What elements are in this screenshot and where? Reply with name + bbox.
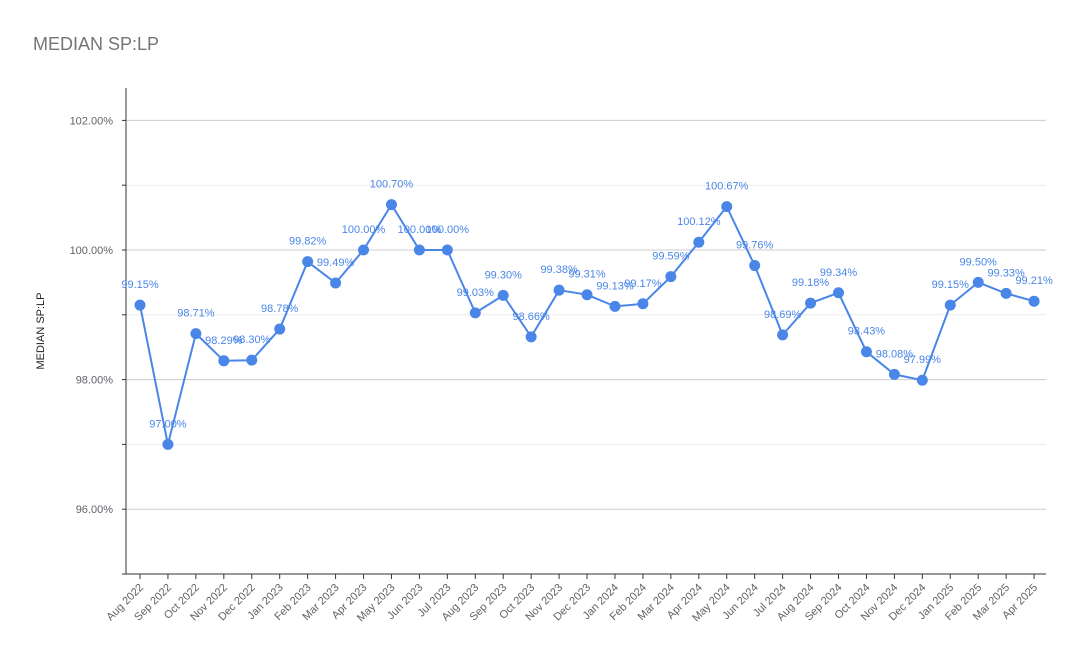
data-point[interactable] [637, 298, 649, 310]
axes: MEDIAN SP:LP [35, 88, 1046, 575]
data-label: 99.13% [596, 280, 634, 292]
data-label: 99.76% [736, 240, 774, 252]
data-label: 97.00% [149, 418, 187, 430]
data-point[interactable] [609, 300, 621, 312]
data-point[interactable] [441, 244, 453, 256]
data-point[interactable] [721, 201, 733, 213]
data-label: 99.31% [568, 269, 606, 281]
data-point[interactable] [246, 354, 258, 366]
data-label: 98.66% [513, 311, 551, 323]
data-point[interactable] [833, 287, 844, 299]
data-point[interactable] [162, 438, 174, 450]
y-ticks: 96.00% 98.00% 100.00% 102.00% [70, 115, 126, 575]
data-label: 99.59% [652, 251, 690, 263]
data-label: 99.15% [121, 279, 159, 291]
data-point[interactable] [581, 289, 593, 301]
data-point[interactable] [944, 299, 956, 311]
data-point[interactable] [525, 331, 537, 343]
data-label: 99.50% [960, 256, 998, 268]
data-label: 97.99% [904, 354, 942, 366]
data-point[interactable] [860, 346, 872, 358]
data-point[interactable] [693, 236, 705, 248]
y-tick-label: 102.00% [70, 115, 114, 127]
data-point[interactable] [777, 329, 789, 341]
data-label: 99.17% [624, 278, 662, 290]
data-label: 98.69% [764, 309, 802, 321]
data-point[interactable] [413, 244, 425, 256]
y-tick-label: 100.00% [70, 245, 114, 257]
data-point[interactable] [1000, 287, 1012, 299]
data-label: 98.43% [848, 326, 886, 338]
data-label: 100.70% [370, 179, 414, 191]
data-point[interactable] [218, 355, 230, 367]
data-point[interactable] [888, 368, 900, 380]
data-point[interactable] [469, 307, 481, 319]
data-label: 100.00% [426, 224, 470, 236]
data-label: 99.03% [457, 287, 495, 299]
data-label: 99.15% [932, 279, 970, 291]
y-tick-label: 98.00% [76, 375, 114, 387]
data-label: 99.49% [317, 257, 355, 269]
data-label: 98.29% [205, 335, 243, 347]
data-point[interactable] [358, 244, 370, 256]
chart-title: MEDIAN SP:LP [33, 34, 160, 54]
series [139, 202, 1035, 445]
data-label: 100.00% [342, 224, 386, 236]
data-label: 98.30% [233, 334, 271, 346]
data-point[interactable] [497, 289, 509, 301]
data-points [134, 199, 1040, 450]
data-label: 98.71% [177, 308, 215, 320]
data-point[interactable] [385, 199, 397, 211]
data-point[interactable] [302, 256, 314, 268]
data-label: 99.33% [987, 267, 1025, 279]
data-label: 100.00% [398, 224, 442, 236]
data-point[interactable] [805, 297, 817, 309]
data-point[interactable] [665, 271, 677, 283]
y-tick-label: 96.00% [76, 504, 114, 516]
data-label: 100.12% [677, 216, 721, 228]
data-label: 99.82% [289, 236, 327, 248]
data-label: 99.21% [1015, 275, 1053, 287]
data-label: 100.67% [705, 181, 749, 193]
data-point[interactable] [749, 260, 761, 272]
data-point[interactable] [972, 276, 984, 288]
data-point[interactable] [1028, 295, 1040, 307]
data-point[interactable] [134, 299, 146, 311]
data-point[interactable] [553, 284, 565, 296]
data-point[interactable] [916, 374, 928, 386]
data-point[interactable] [190, 328, 202, 340]
data-label: 98.78% [261, 303, 299, 315]
y-axis-title: MEDIAN SP:LP [35, 292, 47, 369]
data-label: 99.18% [792, 277, 830, 289]
data-label: 98.08% [876, 348, 914, 360]
data-label: 99.34% [820, 267, 858, 279]
data-label: 99.30% [485, 269, 523, 281]
data-labels: 99.15% 97.00% 98.71% 98.29%98.30% 98.78% 99.8… [121, 179, 1053, 431]
series-line [139, 202, 1035, 445]
data-label: 99.38% [540, 264, 578, 276]
data-point[interactable] [330, 277, 342, 289]
data-point[interactable] [274, 323, 286, 335]
